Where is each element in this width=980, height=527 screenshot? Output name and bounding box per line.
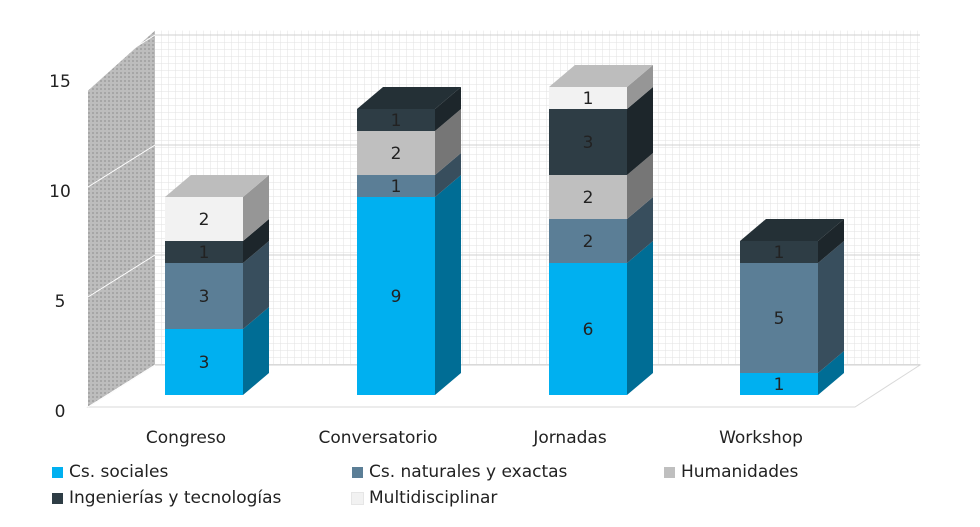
bar-front	[549, 219, 627, 263]
data-label: 1	[583, 89, 594, 109]
x-tick-label: Conversatorio	[318, 428, 437, 448]
data-label: 2	[583, 188, 594, 208]
bar-front	[165, 197, 243, 241]
bar-segment: 6	[549, 241, 653, 395]
bar-front	[357, 197, 435, 395]
bar-side	[435, 87, 461, 131]
legend-item: Humanidades	[664, 462, 798, 482]
data-label: 1	[199, 243, 210, 263]
y-tick-label: 15	[49, 72, 71, 92]
data-label: 3	[199, 353, 210, 373]
bars-group: 3 3 1 2 9 1 2 1 6 2 2 3 1 1 5 1	[165, 65, 844, 395]
bar-side	[627, 241, 653, 395]
bar-segment: 1	[357, 153, 461, 197]
legend-label: Ingenierías y tecnologías	[69, 488, 282, 508]
bar-segment: 1	[740, 219, 844, 263]
bar-side	[243, 307, 269, 395]
data-label: 2	[391, 144, 402, 164]
side-gridline	[87, 364, 156, 408]
bar-side	[627, 65, 653, 109]
y-tick-label: 0	[55, 402, 66, 422]
bar-side	[435, 153, 461, 197]
bar-segment: 1	[740, 351, 844, 395]
chart-walls	[86, 30, 922, 408]
y-tick-label: 10	[49, 182, 71, 202]
y-tick-label: 5	[55, 292, 66, 312]
data-label: 3	[583, 133, 594, 153]
bar-front	[549, 109, 627, 175]
bar-front	[549, 87, 627, 109]
bar-front	[165, 241, 243, 263]
bar-front	[357, 109, 435, 131]
bar-top	[357, 87, 461, 109]
x-tick-label: Jornadas	[532, 428, 607, 448]
side-gridline	[87, 254, 156, 298]
legend-swatch	[664, 466, 675, 478]
data-label: 9	[391, 287, 402, 307]
x-tick-label: Workshop	[719, 428, 803, 448]
bar-front	[165, 329, 243, 395]
bar-front	[357, 175, 435, 197]
bar-segment: 3	[549, 87, 653, 175]
data-label: 1	[774, 375, 785, 395]
bar-side	[243, 219, 269, 263]
data-label: 1	[391, 177, 402, 197]
legend-label: Multidisciplinar	[369, 488, 498, 508]
bar-front	[740, 373, 818, 395]
bar-side	[243, 241, 269, 329]
bar-top	[165, 175, 269, 197]
bar-front	[165, 263, 243, 329]
bar-segment: 1	[165, 219, 269, 263]
legend-label: Cs. sociales	[69, 462, 169, 482]
bar-side	[435, 175, 461, 395]
side-wall	[88, 30, 155, 407]
data-label: 1	[391, 111, 402, 131]
legend-item: Multidisciplinar	[351, 488, 498, 508]
bar-side	[818, 241, 844, 373]
legend-item: Cs. sociales	[52, 462, 168, 482]
bar-top	[549, 65, 653, 87]
data-label: 6	[583, 320, 594, 340]
data-label: 1	[774, 243, 785, 263]
bar-segment: 5	[740, 241, 844, 373]
bar-front	[549, 263, 627, 395]
bar-side	[818, 351, 844, 395]
data-label: 2	[583, 232, 594, 252]
bar-segment: 2	[165, 175, 269, 241]
bar-segment: 1	[549, 65, 653, 109]
legend-swatch	[352, 466, 363, 478]
legend-swatch	[52, 492, 63, 504]
bar-segment: 3	[165, 307, 269, 395]
x-axis: Congreso Conversatorio Jornadas Workshop	[146, 428, 803, 448]
bar-segment: 9	[357, 175, 461, 395]
bar-side	[818, 219, 844, 263]
bar-segment: 3	[165, 241, 269, 329]
legend-item: Ingenierías y tecnologías	[52, 488, 281, 508]
x-tick-label: Congreso	[146, 428, 226, 448]
data-label: 3	[199, 287, 210, 307]
side-gridline	[87, 144, 156, 188]
bar-front	[549, 175, 627, 219]
data-label: 2	[199, 210, 210, 230]
bar-front	[357, 131, 435, 175]
legend-item: Cs. naturales y exactas	[352, 462, 567, 482]
data-label: 5	[774, 309, 785, 329]
bar-side	[627, 87, 653, 175]
side-gridline	[87, 34, 156, 78]
legend-swatch	[52, 466, 63, 478]
bar-top	[740, 219, 844, 241]
bar-segment: 1	[357, 87, 461, 131]
legend-label: Humanidades	[681, 462, 799, 482]
legend-label: Cs. naturales y exactas	[369, 462, 568, 482]
legend-swatch	[351, 491, 364, 505]
bar-front	[740, 241, 818, 263]
bar-front	[740, 263, 818, 373]
